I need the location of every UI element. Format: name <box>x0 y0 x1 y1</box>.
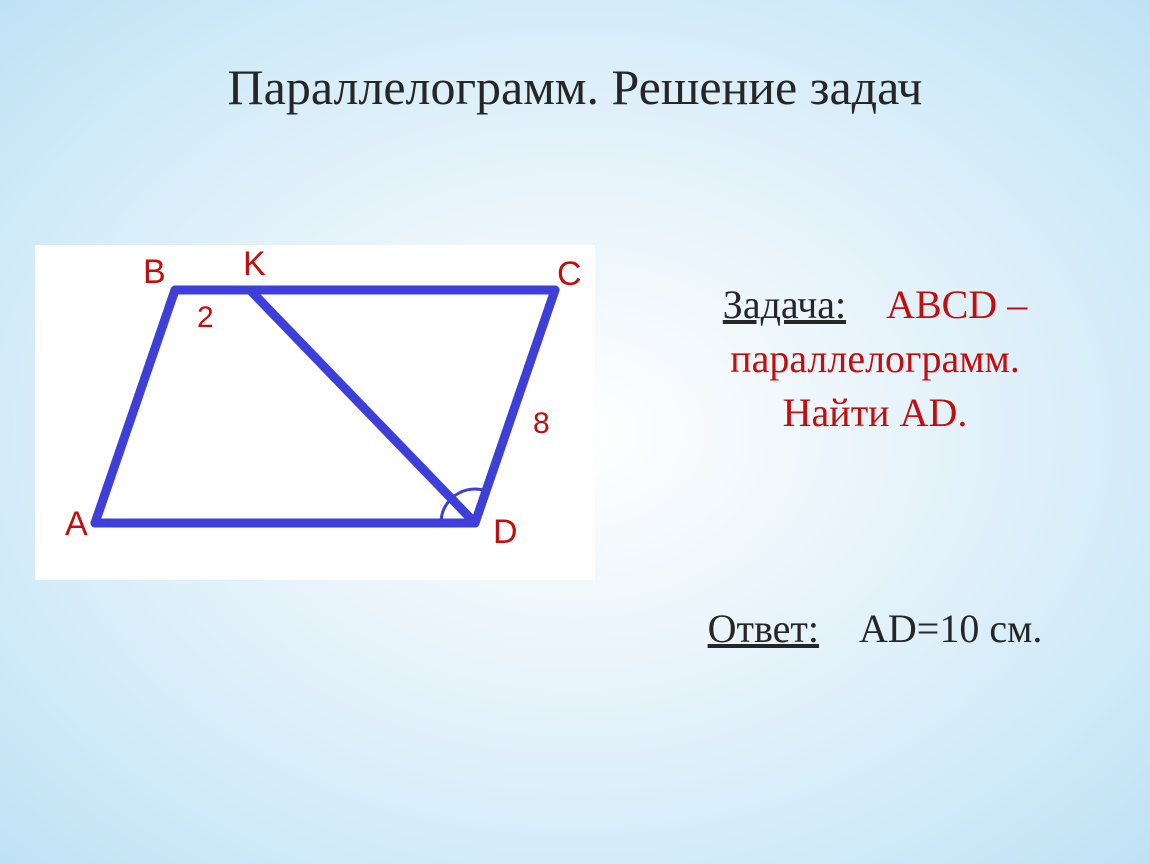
diagram-container: A B K C D 2 8 <box>35 245 595 580</box>
svg-text:8: 8 <box>533 407 550 440</box>
svg-text:A: A <box>65 505 88 543</box>
svg-text:B: B <box>143 253 166 291</box>
problem-stmt-3: Найти AD. <box>783 390 968 435</box>
parallelogram-diagram: A B K C D 2 8 <box>35 245 595 580</box>
problem-stmt-2: параллелограмм. <box>730 336 1020 381</box>
svg-text:D: D <box>493 513 518 551</box>
answer-label: Ответ: <box>708 606 819 651</box>
problem-text: Задача: ABCD – параллелограмм. Найти AD. <box>635 278 1115 440</box>
sp <box>856 282 876 327</box>
svg-text:2: 2 <box>197 301 214 334</box>
sp <box>829 606 849 651</box>
slide-title: Параллелограмм. Решение задач <box>0 58 1150 116</box>
answer-text: Ответ: AD=10 см. <box>635 605 1115 652</box>
svg-text:C: C <box>557 255 582 293</box>
svg-text:K: K <box>243 245 266 283</box>
problem-label: Задача: <box>723 282 846 327</box>
answer-value: AD=10 см. <box>859 606 1042 651</box>
problem-stmt-1: ABCD – <box>886 282 1027 327</box>
